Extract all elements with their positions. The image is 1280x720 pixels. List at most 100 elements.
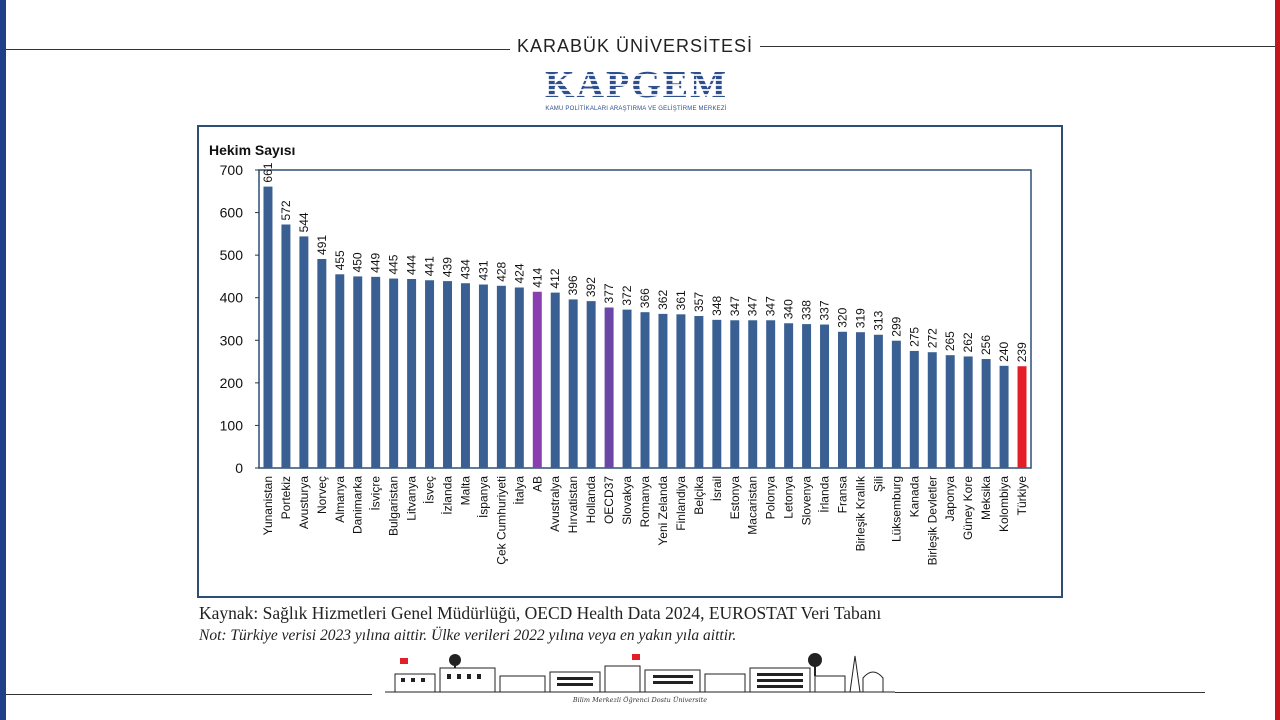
bar-chart: Hekim Sayısı 0 100 200 300 400 500 600 700 661 Yun… xyxy=(209,142,1032,565)
bar-value-label: 572 xyxy=(279,200,293,220)
y-tick-label: 300 xyxy=(220,332,244,348)
bar-value-label: 275 xyxy=(907,327,921,347)
logo-text: KAPGEM xyxy=(545,64,728,106)
category-label: Bulgaristan xyxy=(387,476,401,536)
bar-14 xyxy=(514,287,524,468)
category-label: Malta xyxy=(458,476,472,506)
y-tick-label: 0 xyxy=(235,460,243,476)
category-label: OECD37 xyxy=(602,476,616,524)
category-label: Şili xyxy=(871,476,885,492)
bar-value-label: 337 xyxy=(818,300,832,320)
skyline-caption: Bilim Merkezli Öğrenci Dostu Üniversite xyxy=(572,696,708,704)
category-label: Yeni Zelanda xyxy=(656,476,670,546)
bar-28 xyxy=(766,320,776,468)
category-label: Kanada xyxy=(907,476,921,518)
y-tick-label: 700 xyxy=(220,162,244,178)
source-text: Kaynak: Sağlık Hizmetleri Genel Müdürlüğ… xyxy=(199,603,882,623)
category-label: İsrail xyxy=(710,476,724,501)
bar-value-label: 424 xyxy=(512,263,526,283)
bar-36 xyxy=(909,350,919,468)
bar-12 xyxy=(478,284,488,468)
right-edge-stripe xyxy=(1275,0,1280,720)
bar-4 xyxy=(335,274,345,468)
bar-value-label: 239 xyxy=(1015,342,1029,362)
bar-30 xyxy=(802,324,812,468)
bar-21 xyxy=(640,312,650,468)
bar-value-label: 439 xyxy=(441,257,455,277)
bar-35 xyxy=(891,340,901,468)
bar-42 xyxy=(1017,366,1027,468)
bar-value-label: 347 xyxy=(764,296,778,316)
bar-39 xyxy=(963,356,973,468)
bar-value-label: 455 xyxy=(333,250,347,270)
y-tick-label: 500 xyxy=(220,247,244,263)
bar-value-label: 377 xyxy=(602,283,616,303)
bar-value-label: 361 xyxy=(674,290,688,310)
bar-2 xyxy=(299,236,309,468)
bar-5 xyxy=(353,276,363,468)
bar-22 xyxy=(658,313,668,468)
left-edge-stripe xyxy=(0,0,6,720)
bar-value-label: 265 xyxy=(943,331,957,351)
bar-value-label: 357 xyxy=(692,292,706,312)
bar-value-label: 338 xyxy=(800,300,814,320)
note-text: Not: Türkiye verisi 2023 yılına aittir. … xyxy=(199,627,737,644)
bar-value-label: 347 xyxy=(746,296,760,316)
category-label: Letonya xyxy=(782,476,796,519)
logo-subtitle: KAMU POLİTİKALARI ARAŞTIRMA VE GELİŞTİRM… xyxy=(545,106,727,112)
logo-wordmark: KAPGEM xyxy=(545,66,728,104)
bar-value-label: 661 xyxy=(261,162,275,182)
bar-40 xyxy=(981,359,991,468)
category-label: Fransa xyxy=(835,476,849,514)
bar-33 xyxy=(855,332,865,468)
category-label: Japonya xyxy=(943,476,957,522)
bar-value-label: 262 xyxy=(961,332,975,352)
bar-1 xyxy=(281,224,291,468)
bar-value-label: 319 xyxy=(853,308,867,328)
bar-25 xyxy=(712,319,722,468)
bar-value-label: 434 xyxy=(458,259,472,279)
bar-value-label: 444 xyxy=(405,255,419,275)
y-tick-label: 400 xyxy=(220,290,244,306)
bar-34 xyxy=(873,334,883,468)
bar-15 xyxy=(532,291,542,468)
category-label: Macaristan xyxy=(746,476,760,535)
bar-value-label: 441 xyxy=(423,256,437,276)
bar-11 xyxy=(460,283,470,468)
bar-value-label: 240 xyxy=(997,341,1011,361)
category-label: Yunanistan xyxy=(261,476,275,535)
category-label: Almanya xyxy=(333,476,347,523)
header-rule-left xyxy=(6,49,511,50)
bar-value-label: 544 xyxy=(297,212,311,232)
bar-value-label: 414 xyxy=(530,267,544,287)
bar-10 xyxy=(443,281,452,468)
bar-value-label: 412 xyxy=(548,268,562,288)
bar-8 xyxy=(407,278,417,468)
bar-value-label: 449 xyxy=(369,253,383,273)
bar-value-label: 313 xyxy=(871,310,885,330)
bar-0 xyxy=(263,186,273,469)
category-label: Avustralya xyxy=(548,476,562,532)
bar-24 xyxy=(694,316,704,468)
category-label: Litvanya xyxy=(405,476,419,521)
category-label: Slovakya xyxy=(620,476,634,525)
bar-19 xyxy=(604,307,614,468)
bar-value-label: 372 xyxy=(620,285,634,305)
header-rule-right xyxy=(760,46,1275,47)
bar-value-label: 348 xyxy=(710,296,724,316)
bar-9 xyxy=(425,280,435,468)
category-label: Güney Kore xyxy=(961,476,975,540)
y-tick-label: 200 xyxy=(220,375,244,391)
category-label: Slovenya xyxy=(800,476,814,526)
bar-value-label: 362 xyxy=(656,290,670,310)
bar-value-label: 431 xyxy=(476,260,490,280)
bar-3 xyxy=(317,258,327,468)
bar-value-label: 340 xyxy=(782,299,796,319)
category-label: Çek Cumhuriyeti xyxy=(494,476,508,565)
category-label: İsviçre xyxy=(369,476,383,511)
category-label: İspanya xyxy=(476,476,490,518)
category-label: İzlanda xyxy=(441,476,455,515)
bar-value-label: 366 xyxy=(638,288,652,308)
category-label: Türkiye xyxy=(1015,476,1029,516)
bar-17 xyxy=(568,299,578,468)
